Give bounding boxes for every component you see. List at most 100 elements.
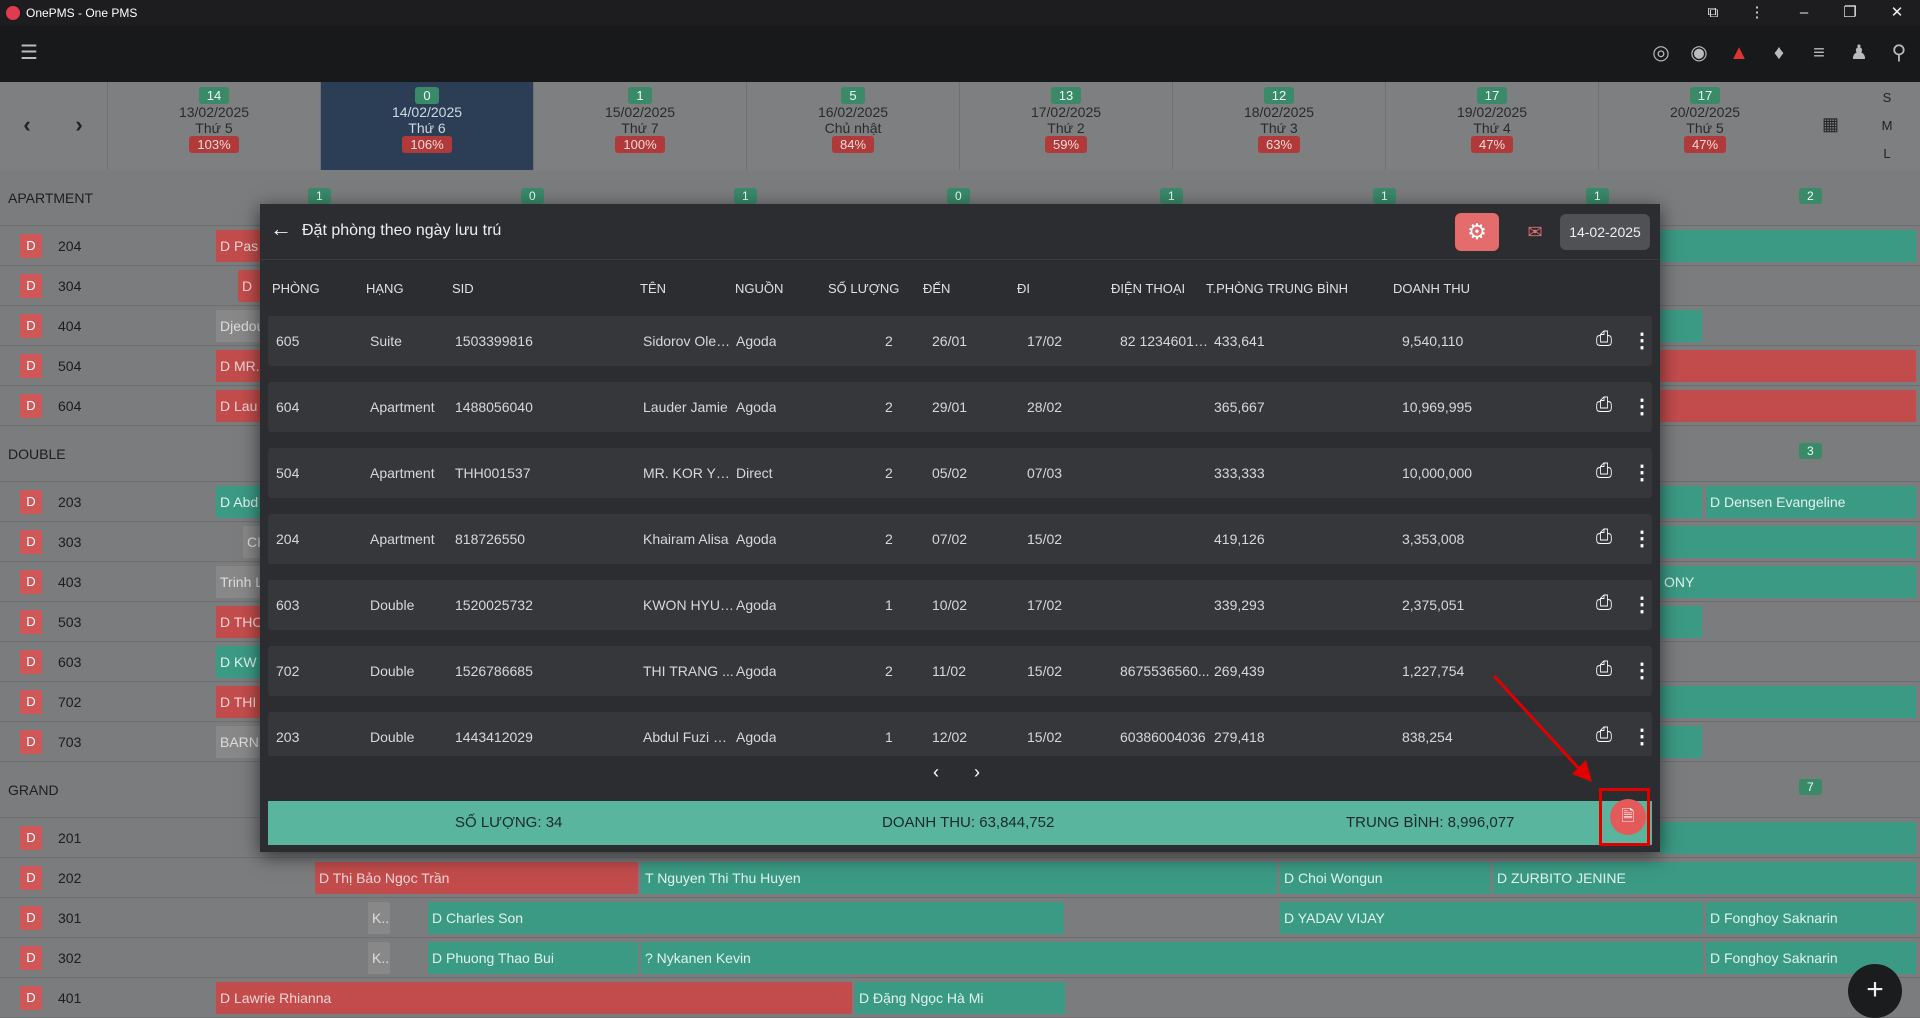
booking-bar[interactable]: D Charles Son [428, 902, 1064, 934]
booking-bar[interactable] [1660, 606, 1702, 638]
next-dates-button[interactable]: › [75, 112, 83, 137]
booking-bar[interactable]: D Pas [216, 230, 260, 262]
table-row[interactable]: 702 Double 1526786685 THI TRANG ... Agod… [268, 646, 1652, 696]
booking-bar[interactable]: K... [368, 902, 390, 934]
table-row[interactable]: 605 Suite 1503399816 Sidorov Oleksii Ago… [268, 316, 1652, 366]
booking-bar[interactable] [1660, 390, 1916, 422]
date-column[interactable]: 13 17/02/2025 Thứ 2 59% [959, 82, 1172, 170]
printer-icon[interactable]: ⎙ [1596, 328, 1612, 350]
cell-arrival: 12/02 [932, 729, 968, 745]
table-row[interactable]: 204 Apartment 818726550 Khairam Alisa Ag… [268, 514, 1652, 564]
more-vert-icon[interactable]: ⋮ [1632, 396, 1652, 418]
booking-bar[interactable] [1660, 486, 1702, 518]
restore-button[interactable]: ❐ [1843, 4, 1857, 21]
cell-class: Apartment [370, 465, 435, 481]
calendar-icon[interactable]: ▦ [1822, 114, 1840, 134]
category-count: 1 [1373, 188, 1396, 204]
booking-bar[interactable]: BARNE [216, 726, 260, 758]
date-column[interactable]: 1 15/02/2025 Thứ 7 100% [533, 82, 746, 170]
warning-icon[interactable]: ▲ [1729, 42, 1749, 64]
add-booking-fab[interactable]: + [1848, 964, 1902, 1018]
close-window-button[interactable]: ✕ [1890, 4, 1904, 21]
search-icon[interactable]: ⚲ [1891, 42, 1907, 64]
back-arrow-icon[interactable]: ← [270, 216, 292, 241]
booking-bar[interactable]: D Đặng Ngọc Hà Mi [855, 982, 1065, 1014]
eye-icon[interactable]: ◉ [1690, 42, 1708, 64]
table-row[interactable]: 504 Apartment THH001537 MR. KOR YUL... D… [268, 448, 1652, 498]
export-pdf-button[interactable]: 🗎 [1610, 799, 1646, 835]
room-status-tag: D [20, 946, 42, 970]
booking-bar[interactable] [1660, 686, 1916, 718]
date-picker-button[interactable]: 14-02-2025 [1560, 214, 1650, 250]
more-vert-icon[interactable]: ⋮ [1632, 660, 1652, 682]
booking-bar[interactable]: K... [368, 942, 390, 974]
date-column-selected[interactable]: 0 14/02/2025 Thứ 6 106% [320, 82, 533, 170]
table-row[interactable]: 203 Double 1443412029 Abdul Fuzi M... Ag… [268, 712, 1652, 756]
more-vert-icon[interactable]: ⋮ [1632, 528, 1652, 550]
booking-bar[interactable]: D Densen Evangeline [1706, 486, 1916, 518]
booking-bar[interactable]: ? Nykanen Kevin [641, 942, 1703, 974]
more-vert-icon[interactable]: ⋮ [1632, 330, 1652, 352]
booking-bar[interactable]: D Lau [216, 390, 260, 422]
printer-icon[interactable]: ⎙ [1596, 526, 1612, 548]
booking-bar[interactable]: D YADAV VIJAY [1280, 902, 1703, 934]
booking-bar[interactable] [1660, 350, 1916, 382]
next-page-button[interactable]: › [974, 762, 980, 782]
more-vert-icon[interactable]: ⋮ [1632, 462, 1652, 484]
cell-phone: 82 12346010... [1120, 333, 1212, 349]
booking-bar[interactable] [1660, 230, 1916, 262]
booking-bar[interactable]: D THI [216, 686, 260, 718]
printer-icon[interactable]: ⎙ [1596, 460, 1612, 482]
date-column[interactable]: 17 20/02/2025 Thứ 5 47% [1598, 82, 1811, 170]
booking-bar[interactable]: D [238, 270, 260, 302]
fingerprint-icon[interactable]: ◎ [1652, 42, 1670, 64]
booking-bar[interactable]: ONY [1660, 566, 1916, 598]
prev-page-button[interactable]: ‹ [933, 762, 939, 782]
extensions-icon[interactable]: ⧉ [1707, 4, 1719, 21]
window-menu-icon[interactable]: ⋮ [1749, 4, 1765, 21]
date-column[interactable]: 12 18/02/2025 Thứ 3 63% [1172, 82, 1385, 170]
table-row[interactable]: 604 Apartment 1488056040 Lauder Jamie Ag… [268, 382, 1652, 432]
booking-bar[interactable]: D Lawrie Rhianna [216, 982, 852, 1014]
booking-bar[interactable]: D KW [216, 646, 260, 678]
booking-bar[interactable] [1660, 822, 1916, 854]
bell-icon[interactable]: ♦ [1773, 42, 1785, 64]
printer-icon[interactable]: ⎙ [1596, 658, 1612, 680]
view-size-s[interactable]: S [1882, 90, 1892, 105]
cell-quantity: 2 [885, 531, 893, 547]
printer-icon[interactable]: ⎙ [1596, 394, 1612, 416]
more-vert-icon[interactable]: ⋮ [1632, 726, 1652, 748]
table-row[interactable]: 603 Double 1520025732 KWON HYUK... Agoda… [268, 580, 1652, 630]
booking-bar[interactable]: D Fonghoy Saknarin [1706, 902, 1916, 934]
booking-bar[interactable] [1660, 726, 1702, 758]
add-user-icon[interactable]: ♟ [1850, 42, 1868, 64]
more-vert-icon[interactable]: ⋮ [1632, 594, 1652, 616]
comment-off-icon[interactable]: ✉ [1527, 222, 1543, 242]
printer-icon[interactable]: ⎙ [1596, 592, 1612, 614]
booking-bar[interactable]: D MR. [216, 350, 260, 382]
cell-class: Apartment [370, 531, 435, 547]
booking-bar[interactable]: D Choi Wongun [1280, 862, 1490, 894]
booking-bar[interactable]: D Abd [216, 486, 260, 518]
list-icon[interactable]: ≡ [1813, 42, 1825, 64]
date-column[interactable]: 14 13/02/2025 Thứ 5 103% [107, 82, 320, 170]
hamburger-menu-icon[interactable]: ☰ [20, 42, 38, 64]
booking-bar[interactable]: Trinh L [216, 566, 260, 598]
booking-bar[interactable]: CH [243, 526, 260, 558]
date-column[interactable]: 5 16/02/2025 Chủ nhật 84% [746, 82, 959, 170]
booking-bar[interactable] [1660, 526, 1916, 558]
view-size-l[interactable]: L [1883, 146, 1891, 161]
booking-bar[interactable]: D Thị Bảo Ngọc Trần [315, 862, 638, 894]
booking-bar[interactable]: D THC [216, 606, 260, 638]
settings-gear-button[interactable]: ⚙ [1455, 213, 1499, 251]
booking-bar[interactable]: T Nguyen Thi Thu Huyen [641, 862, 1277, 894]
booking-bar[interactable] [1660, 310, 1702, 342]
view-size-m[interactable]: M [1881, 118, 1893, 133]
booking-bar[interactable]: D ZURBITO JENINE [1493, 862, 1916, 894]
prev-dates-button[interactable]: ‹ [23, 112, 31, 137]
printer-icon[interactable]: ⎙ [1596, 724, 1612, 746]
minimize-button[interactable]: – [1799, 4, 1809, 21]
date-column[interactable]: 17 19/02/2025 Thứ 4 47% [1385, 82, 1598, 170]
booking-bar[interactable]: Djedou [216, 310, 260, 342]
booking-bar[interactable]: D Phuong Thao Bui [428, 942, 638, 974]
